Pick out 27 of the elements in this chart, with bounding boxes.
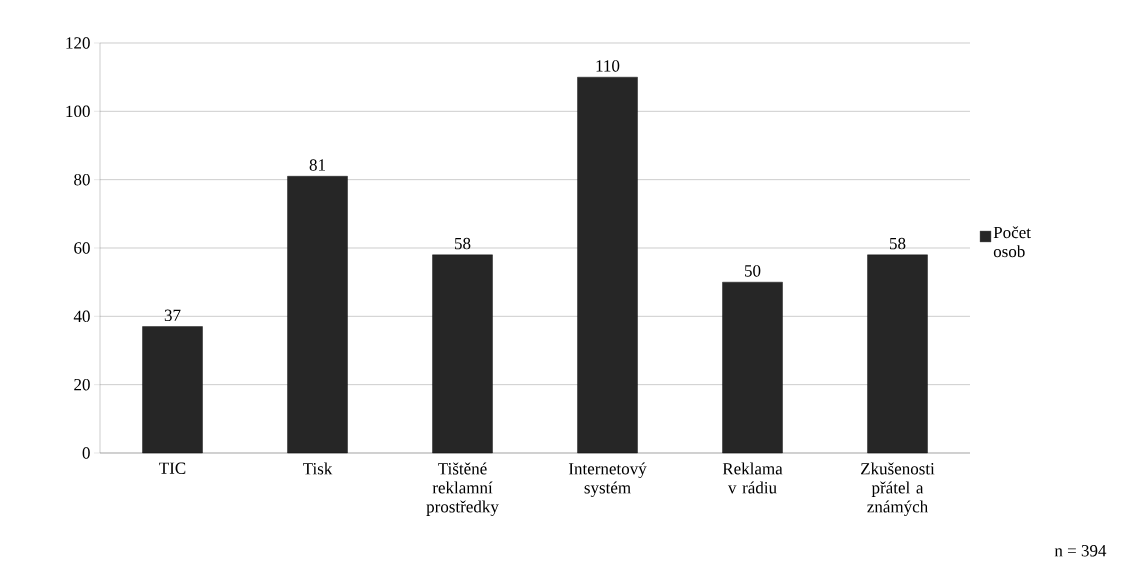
bar xyxy=(722,281,783,454)
bar xyxy=(287,176,348,454)
data-label: 50 xyxy=(744,265,761,277)
x-tick-label: Zkušenosti přátel a známých xyxy=(861,462,935,517)
x-tick-label: Internetový systém xyxy=(568,462,647,498)
x-tick-label: Tisk xyxy=(303,462,333,475)
bar xyxy=(577,76,638,454)
bar xyxy=(867,254,928,454)
x-tick-label: Tištěné reklamní prostředky xyxy=(426,462,499,517)
y-tick-label: 80 xyxy=(74,173,90,186)
x-tick-label: TIC xyxy=(159,462,186,474)
bar xyxy=(432,254,493,454)
bar xyxy=(142,326,203,454)
data-label: 81 xyxy=(309,159,325,171)
text: n = 394 xyxy=(1054,545,1107,557)
data-label: 58 xyxy=(889,237,906,250)
y-tick-label: 120 xyxy=(66,37,90,49)
x-tick-label: Reklama v rádiu xyxy=(722,462,783,494)
data-label: 58 xyxy=(455,237,471,250)
y-tick-label: 40 xyxy=(73,310,90,323)
data-label: 37 xyxy=(164,309,181,322)
legend-label: Počet osob xyxy=(993,226,1031,258)
y-tick-label: 100 xyxy=(66,105,90,118)
y-tick-label: 0 xyxy=(82,447,90,459)
y-tick-label: 60 xyxy=(74,242,90,254)
data-label: 110 xyxy=(596,60,620,72)
y-tick-label: 20 xyxy=(74,378,90,391)
